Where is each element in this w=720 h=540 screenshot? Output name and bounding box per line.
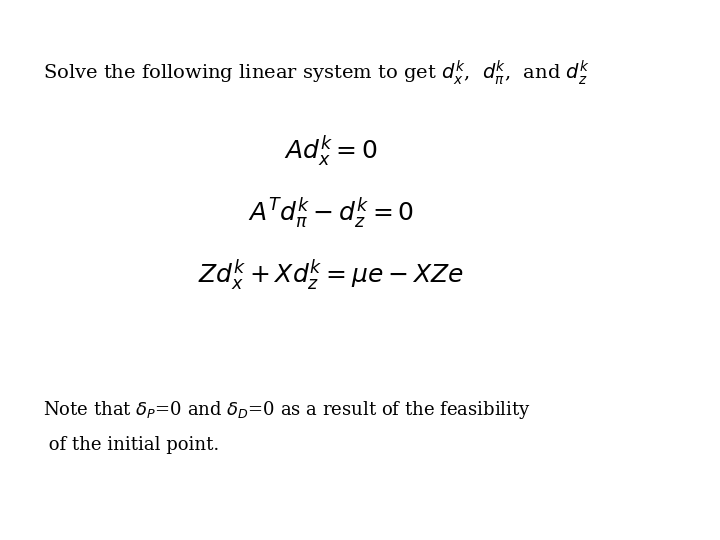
Text: $Ad_x^k = 0$: $Ad_x^k = 0$ bbox=[284, 133, 378, 169]
Text: $A^T d_\pi^k - d_z^k = 0$: $A^T d_\pi^k - d_z^k = 0$ bbox=[248, 195, 414, 231]
Text: Note that $\delta_P$=0 and $\delta_D$=0 as a result of the feasibility: Note that $\delta_P$=0 and $\delta_D$=0 … bbox=[43, 400, 531, 421]
Text: of the initial point.: of the initial point. bbox=[43, 436, 220, 455]
Text: $Zd_x^k + Xd_z^k = \mu e - XZe$: $Zd_x^k + Xd_z^k = \mu e - XZe$ bbox=[198, 258, 464, 293]
Text: Solve the following linear system to get $d_x^k$,  $d_\pi^k$,  and $d_z^k$: Solve the following linear system to get… bbox=[43, 58, 590, 87]
